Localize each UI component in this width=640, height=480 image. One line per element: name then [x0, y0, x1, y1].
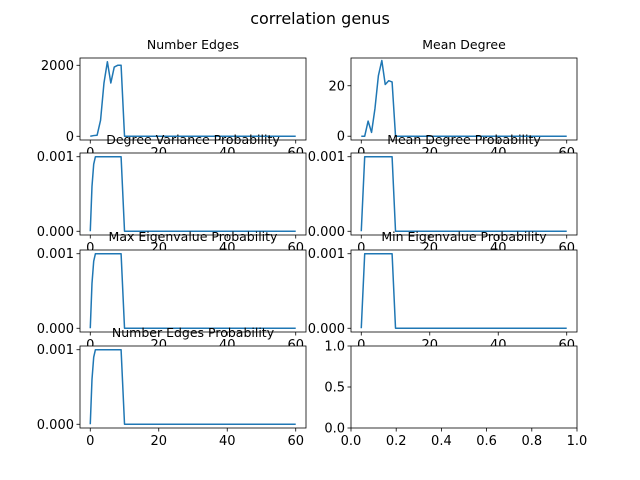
y-tick-label: 0.001: [37, 247, 74, 262]
subplot-frame: [350, 57, 578, 141]
series-line-1: [361, 59, 567, 137]
subplot-title: Mean Degree: [422, 37, 506, 52]
series-line-1: [360, 252, 567, 330]
y-tick-label: 0.0: [324, 422, 345, 437]
y-tick-label: 2000: [41, 59, 74, 74]
series-line-1: [89, 155, 296, 233]
subplot-title: Degree Variance Probability: [106, 132, 280, 147]
figure-title: correlation genus: [250, 9, 390, 28]
y-tick-label: 0.001: [308, 247, 345, 262]
x-tick-label: 0: [86, 338, 94, 353]
subplot-title: Min Eigenvalue Probability: [381, 229, 547, 244]
y-tick-label: 0.000: [37, 225, 74, 240]
x-tick-label: 20: [150, 434, 167, 449]
subplot-title: Number Edges: [147, 37, 239, 52]
subplot-1: 020406002000Number Edges: [41, 37, 307, 161]
x-tick-label: 0: [86, 434, 94, 449]
y-tick-label: 0.5: [324, 381, 345, 396]
y-tick-label: 0.000: [308, 322, 345, 337]
x-tick-label: 0.4: [431, 434, 452, 449]
y-tick-label: 0.000: [37, 418, 74, 433]
x-tick-label: 0: [86, 241, 94, 256]
subplot-7: 0 20 40 60 0.000 0.001 Number Edges Probabilit…: [37, 325, 307, 449]
y-tick-label: 0.001: [37, 150, 74, 165]
x-tick-label: 0: [357, 338, 365, 353]
subplot-frame: [79, 57, 307, 141]
subplot-title: Number Edges Probability: [112, 325, 275, 340]
series-line-1: [360, 155, 567, 233]
series-line-1: [89, 348, 296, 426]
x-tick-label: 60: [287, 434, 304, 449]
y-tick-label: 0.001: [308, 150, 345, 165]
subplot-frame: [79, 345, 307, 429]
subplot-title: Mean Degree Probability: [387, 132, 541, 147]
x-tick-label: 0: [357, 241, 365, 256]
subplot-frame: [79, 249, 307, 333]
subplot-frame: [350, 249, 578, 333]
x-tick-label: 0.2: [386, 434, 407, 449]
subplot-frame: [350, 345, 578, 429]
y-tick-label: 0.000: [37, 322, 74, 337]
subplot-frame: [79, 152, 307, 236]
x-tick-label: 0.6: [476, 434, 497, 449]
y-tick-label: 0.000: [308, 225, 345, 240]
y-tick-label: 0.001: [37, 343, 74, 358]
series-line-1: [89, 252, 296, 330]
x-tick-label: 1.0: [567, 434, 588, 449]
subplot-frame: [350, 152, 578, 236]
subplot-title: Max Eigenvalue Probability: [109, 229, 279, 244]
series-line-1: [90, 60, 296, 138]
y-tick-label: 0: [337, 130, 345, 145]
x-tick-label: 0.0: [341, 434, 362, 449]
y-tick-label: 0: [66, 130, 74, 145]
subplot-8: 0.0 0.2 0.4 0.6 0.8 1.0 0.0 0.5 1.0: [324, 340, 587, 450]
x-tick-label: 40: [219, 434, 236, 449]
x-tick-label: 0.8: [521, 434, 542, 449]
y-tick-label: 20: [328, 79, 345, 94]
y-tick-label: 1.0: [324, 340, 345, 355]
